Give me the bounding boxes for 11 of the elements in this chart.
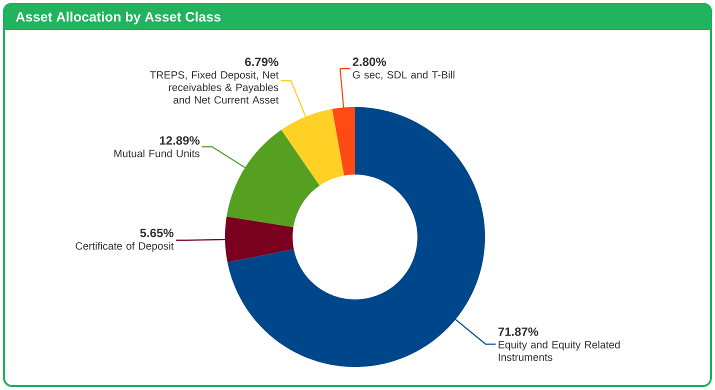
slice-label: Mutual Fund Units [114,150,200,158]
chart-title: Asset Allocation by Asset Class [16,12,221,24]
data-label: 71.87% [498,327,538,336]
slice-label: Equity and Equity Related Instruments [498,340,620,361]
data-label: 2.80% [352,58,386,66]
slice-label: Certificate of Deposit [76,242,174,252]
slice-label: G sec, SDL and T-Bill [352,70,454,80]
slice-label: TREPS, Fixed Deposit, Net receivables & Payables and Net Current Asset [150,70,279,104]
data-label: 12.89% [160,136,200,145]
data-label: 6.79% [245,58,278,66]
data-label: 5.65% [140,228,174,238]
